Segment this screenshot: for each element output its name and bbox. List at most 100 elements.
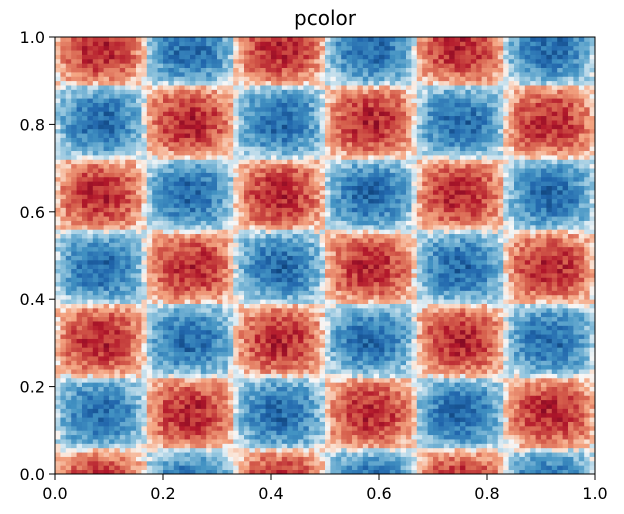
heatmap-cell <box>460 299 466 304</box>
heatmap-cell <box>179 412 185 418</box>
heatmap-cell <box>146 321 153 326</box>
heatmap-cell <box>460 412 466 418</box>
heatmap-cell <box>514 316 520 322</box>
heatmap-cell <box>508 316 515 322</box>
heatmap-cell <box>249 377 256 383</box>
heatmap-cell <box>98 259 104 265</box>
heatmap-cell <box>281 277 288 283</box>
heatmap-cell <box>384 421 391 427</box>
heatmap-cell <box>427 356 434 361</box>
heatmap-cell <box>492 268 499 274</box>
heatmap-cell <box>443 294 450 300</box>
heatmap-cell <box>173 277 180 283</box>
heatmap-cell <box>379 277 385 283</box>
heatmap-cell <box>319 360 326 366</box>
heatmap-cell <box>508 342 515 348</box>
heatmap-cell <box>395 286 401 291</box>
heatmap-cell <box>103 356 110 361</box>
heatmap-cell <box>562 386 569 392</box>
heatmap-cell <box>589 417 596 422</box>
heatmap-cell <box>173 417 180 422</box>
heatmap-cell <box>395 364 401 370</box>
heatmap-cell <box>254 259 261 265</box>
heatmap-cell <box>384 369 391 374</box>
heatmap-cell <box>335 390 342 396</box>
heatmap-cell <box>330 369 337 374</box>
heatmap-cell <box>217 382 223 387</box>
heatmap-cell <box>152 386 158 392</box>
heatmap-cell <box>427 312 434 318</box>
heatmap-cell <box>362 316 369 322</box>
heatmap-cell <box>308 259 315 265</box>
heatmap-cell <box>438 373 445 379</box>
heatmap-cell <box>422 364 428 370</box>
heatmap-cell <box>541 399 547 405</box>
heatmap-cell <box>551 430 558 436</box>
heatmap-cell <box>341 465 347 471</box>
heatmap-cell <box>276 460 283 466</box>
heatmap-cell <box>76 439 83 444</box>
heatmap-cell <box>443 369 450 374</box>
heatmap-cell <box>470 312 477 318</box>
heatmap-cell <box>303 434 310 440</box>
heatmap-cell <box>119 386 126 392</box>
heatmap-cell <box>449 377 455 383</box>
heatmap-cell <box>395 347 401 353</box>
heatmap-cell <box>211 342 218 348</box>
heatmap-cell <box>481 412 488 418</box>
heatmap-cell <box>287 364 293 370</box>
heatmap-cell <box>55 439 61 444</box>
heatmap-cell <box>508 272 515 278</box>
heatmap-cell <box>519 303 526 309</box>
heatmap-cell <box>384 408 391 414</box>
heatmap-cell <box>389 425 396 431</box>
heatmap-cell <box>524 364 531 370</box>
heatmap-cell <box>476 443 482 449</box>
heatmap-cell <box>568 465 574 471</box>
heatmap-cell <box>492 465 499 471</box>
heatmap-cell <box>217 439 223 444</box>
heatmap-cell <box>238 452 245 457</box>
heatmap-cell <box>76 395 83 401</box>
heatmap-cell <box>535 469 542 475</box>
heatmap-cell <box>103 452 110 457</box>
heatmap-cell <box>541 439 547 444</box>
heatmap-cell <box>157 356 164 361</box>
heatmap-cell <box>330 360 337 366</box>
heatmap-cell <box>238 373 245 379</box>
heatmap-cell <box>281 469 288 475</box>
heatmap-cell <box>217 456 223 462</box>
heatmap-cell <box>384 360 391 366</box>
heatmap-cell <box>60 404 67 409</box>
heatmap-cell <box>136 351 142 357</box>
heatmap-cell <box>152 321 158 326</box>
heatmap-cell <box>211 347 218 353</box>
heatmap-cell <box>303 312 310 318</box>
heatmap-cell <box>163 439 169 444</box>
heatmap-cell <box>535 399 542 405</box>
heatmap-cell <box>211 351 218 357</box>
heatmap-cell <box>578 299 585 304</box>
heatmap-cell <box>492 395 499 401</box>
heatmap-cell <box>503 434 509 440</box>
heatmap-cell <box>551 386 558 392</box>
heatmap-cell <box>173 259 180 265</box>
heatmap-cell <box>481 421 488 427</box>
heatmap-cell <box>395 255 401 261</box>
heatmap-cell <box>87 377 94 383</box>
heatmap-cell <box>584 443 590 449</box>
heatmap-cell <box>244 386 250 392</box>
heatmap-cell <box>184 360 191 366</box>
heatmap-cell <box>519 456 526 462</box>
heatmap-cell <box>184 390 191 396</box>
heatmap-cell <box>92 443 99 449</box>
heatmap-cell <box>314 268 320 274</box>
heatmap-cell <box>238 460 245 466</box>
heatmap-cell <box>438 316 445 322</box>
heatmap-cell <box>325 360 331 366</box>
heatmap-cell <box>395 325 401 331</box>
heatmap-cell <box>163 465 169 471</box>
heatmap-cell <box>109 281 115 287</box>
heatmap-cell <box>222 299 229 304</box>
heatmap-cell <box>76 399 83 405</box>
